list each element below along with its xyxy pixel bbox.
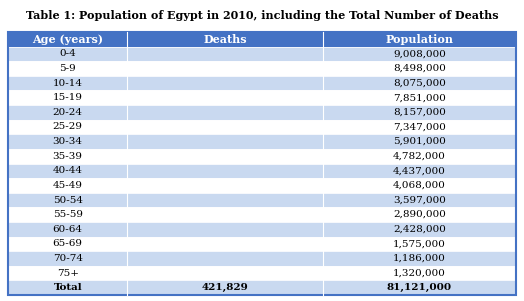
Text: Age (years): Age (years) [32, 34, 103, 45]
Text: 70-74: 70-74 [53, 254, 83, 263]
Text: 7,851,000: 7,851,000 [393, 93, 446, 102]
Text: Deaths: Deaths [203, 34, 247, 45]
Text: 55-59: 55-59 [53, 210, 83, 219]
Text: 20-24: 20-24 [53, 108, 83, 117]
Text: Table 1: Population of Egypt in 2010, including the Total Number of Deaths: Table 1: Population of Egypt in 2010, in… [26, 10, 498, 21]
Text: 81,121,000: 81,121,000 [387, 283, 452, 292]
Text: 4,437,000: 4,437,000 [393, 166, 446, 175]
Text: 45-49: 45-49 [53, 181, 83, 190]
Text: 40-44: 40-44 [53, 166, 83, 175]
Text: 75+: 75+ [57, 268, 79, 278]
Text: 5-9: 5-9 [59, 64, 76, 73]
Text: 7,347,000: 7,347,000 [393, 123, 446, 132]
Text: 5,901,000: 5,901,000 [393, 137, 446, 146]
Text: 60-64: 60-64 [53, 225, 83, 234]
Text: 3,597,000: 3,597,000 [393, 196, 446, 204]
Text: 4,782,000: 4,782,000 [393, 152, 446, 161]
Text: 2,890,000: 2,890,000 [393, 210, 446, 219]
Text: 1,575,000: 1,575,000 [393, 239, 446, 248]
Text: 1,186,000: 1,186,000 [393, 254, 446, 263]
Text: 8,075,000: 8,075,000 [393, 79, 446, 88]
Text: 0-4: 0-4 [59, 49, 76, 58]
Text: 9,008,000: 9,008,000 [393, 49, 446, 58]
Text: 8,157,000: 8,157,000 [393, 108, 446, 117]
Text: 35-39: 35-39 [53, 152, 83, 161]
Text: 25-29: 25-29 [53, 123, 83, 132]
Text: 15-19: 15-19 [53, 93, 83, 102]
Text: 2,428,000: 2,428,000 [393, 225, 446, 234]
Text: 10-14: 10-14 [53, 79, 83, 88]
Text: 8,498,000: 8,498,000 [393, 64, 446, 73]
Text: 4,068,000: 4,068,000 [393, 181, 446, 190]
Text: 50-54: 50-54 [53, 196, 83, 204]
Text: 65-69: 65-69 [53, 239, 83, 248]
Text: Total: Total [53, 283, 82, 292]
Text: 1,320,000: 1,320,000 [393, 268, 446, 278]
Text: 30-34: 30-34 [53, 137, 83, 146]
Text: Population: Population [386, 34, 453, 45]
Text: 421,829: 421,829 [202, 283, 248, 292]
